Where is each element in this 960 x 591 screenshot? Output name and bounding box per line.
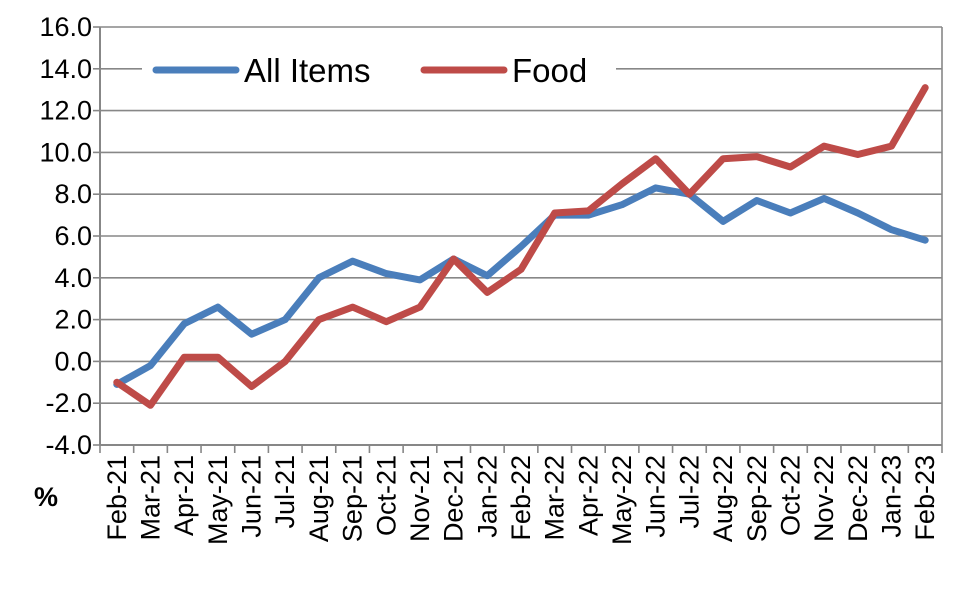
legend: All Items Food — [142, 48, 616, 94]
y-tick-label: 14.0 — [39, 54, 92, 84]
legend-label-food: Food — [512, 52, 587, 89]
x-tick-label: Mar-21 — [136, 455, 166, 541]
x-tick-label: Feb-21 — [102, 455, 132, 541]
y-tick-label: -4.0 — [45, 430, 92, 460]
x-tick-label: Jul-21 — [270, 455, 300, 529]
x-tick-label: Oct-22 — [775, 455, 805, 536]
y-axis-ticks: 16.0 14.0 12.0 10.0 8.0 6.0 4.0 2.0 0.0 -2.0 -4.0 — [39, 12, 100, 460]
x-tick-label: Sep-21 — [338, 455, 368, 542]
x-tick-label: Nov-22 — [809, 455, 839, 542]
y-tick-label: 12.0 — [39, 96, 92, 126]
y-tick-label: 6.0 — [54, 221, 92, 251]
x-tick-label: Apr-22 — [573, 455, 603, 536]
x-tick-label: Jan-22 — [472, 455, 502, 538]
x-tick-label: May-21 — [203, 455, 233, 545]
x-tick-label: Feb-23 — [910, 455, 940, 541]
y-tick-label: 10.0 — [39, 137, 92, 167]
legend-label-all-items: All Items — [244, 52, 371, 89]
x-tick-label: Apr-21 — [169, 455, 199, 536]
x-tick-label: Oct-21 — [371, 455, 401, 536]
x-tick-label: Aug-21 — [304, 455, 334, 542]
x-tick-label: Jun-22 — [641, 455, 671, 538]
y-tick-label: -2.0 — [45, 388, 92, 418]
series-line-food — [113, 84, 929, 409]
x-tick-label: Jun-21 — [237, 455, 267, 538]
x-tick-label: Dec-22 — [843, 455, 873, 542]
x-tick-label: Feb-22 — [506, 455, 536, 541]
y-tick-label: 8.0 — [54, 179, 92, 209]
x-tick-label: Nov-21 — [405, 455, 435, 542]
y-tick-label: 0.0 — [54, 346, 92, 376]
x-tick-label: Sep-22 — [742, 455, 772, 542]
x-tick-label: Aug-22 — [708, 455, 738, 542]
x-tick-label: Mar-22 — [540, 455, 570, 541]
series-lines — [113, 84, 929, 409]
y-tick-label: 16.0 — [39, 12, 92, 42]
y-tick-label: 2.0 — [54, 305, 92, 335]
y-axis-unit-label: % — [34, 482, 58, 512]
series-line-all-items — [113, 184, 929, 388]
x-tick-label: May-22 — [607, 455, 637, 545]
x-tick-label: Dec-21 — [439, 455, 469, 542]
x-axis-ticks: Feb-21 Mar-21 Apr-21 May-21 Jun-21 Jul-21 Aug-… — [99, 445, 943, 545]
x-tick-label: Jul-22 — [674, 455, 704, 529]
y-tick-label: 4.0 — [54, 263, 92, 293]
x-tick-label: Jan-23 — [876, 455, 906, 538]
